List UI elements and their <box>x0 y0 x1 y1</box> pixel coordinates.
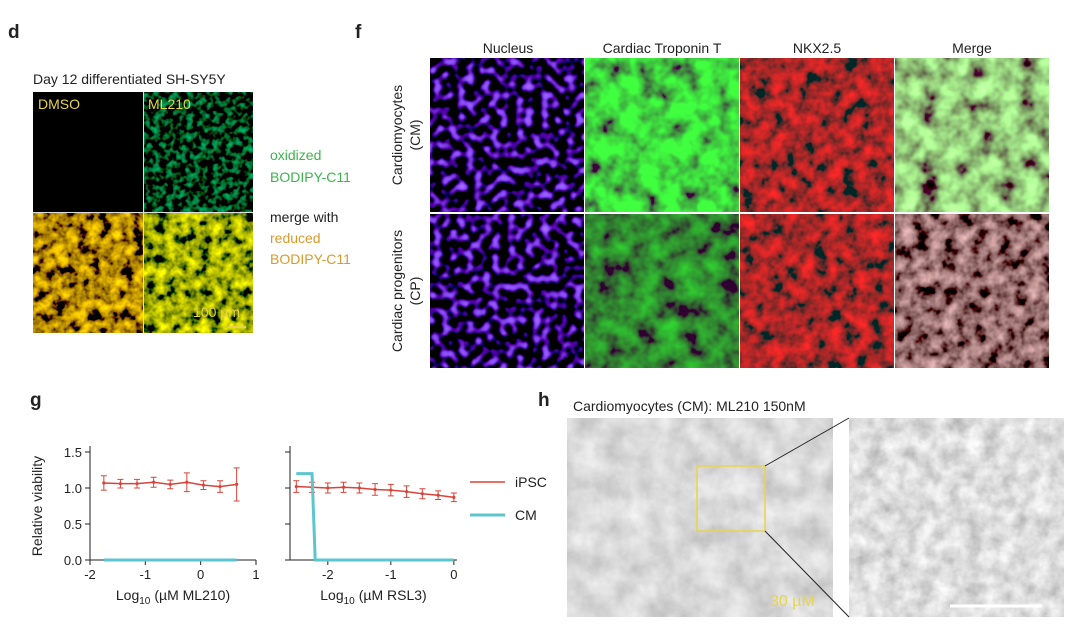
column-label: Nucleus <box>483 40 534 56</box>
panel-label: h <box>538 390 550 411</box>
image <box>740 58 894 212</box>
point <box>373 487 377 492</box>
row-label: Cardiac progenitors <box>389 230 405 352</box>
point <box>294 484 298 489</box>
y-tick-label: 1.5 <box>64 445 82 460</box>
image <box>144 213 253 333</box>
column-label: ML210 <box>148 96 191 112</box>
zoom-box <box>696 465 766 532</box>
x-tick-label: -2 <box>84 567 96 582</box>
point <box>102 481 106 485</box>
point <box>389 488 393 492</box>
point <box>235 482 239 486</box>
side-label: BODIPY-C11 <box>270 251 351 267</box>
column-label: Merge <box>952 40 992 56</box>
image <box>430 58 584 212</box>
x-tick-label: -1 <box>140 567 152 582</box>
point <box>404 490 409 494</box>
panel-title: Day 12 differentiated SH-SY5Y <box>33 71 226 87</box>
panel-label: g <box>30 390 42 411</box>
point <box>118 482 123 486</box>
image <box>567 418 833 617</box>
row-label: Cardiomyocytes <box>389 85 405 185</box>
x-axis-label-sub: 10 <box>344 596 356 607</box>
y-tick-label: 0.5 <box>64 517 82 532</box>
zoom-line <box>764 530 850 618</box>
column-label: Cardiac Troponin T <box>603 40 722 56</box>
point <box>201 483 206 487</box>
image <box>849 418 1064 617</box>
panel-label: d <box>8 22 20 43</box>
point <box>168 482 172 486</box>
x-tick-label: 0 <box>197 567 204 582</box>
image <box>430 214 584 368</box>
x-axis-label-part: (µM RSL3) <box>359 587 427 603</box>
side-label: BODIPY-C11 <box>270 169 351 185</box>
x-tick-label: -2 <box>322 567 334 582</box>
point <box>452 495 456 499</box>
point <box>420 492 424 496</box>
point <box>218 484 222 489</box>
image <box>144 92 253 212</box>
side-label: oxidized <box>270 147 321 163</box>
panel-label: f <box>355 22 362 43</box>
legend-label: iPSC <box>515 474 547 490</box>
row-label: (CP) <box>407 277 423 306</box>
column-label: NKX2.5 <box>793 40 841 56</box>
point <box>341 485 346 489</box>
series-line <box>296 472 454 562</box>
image <box>33 92 143 212</box>
x-axis-label-sub: 10 <box>139 596 151 607</box>
legend-label: CM <box>515 507 537 523</box>
image <box>33 213 143 333</box>
x-axis-label: Log10 (µM ML210) <box>116 587 230 607</box>
scale-label: 30 µM <box>770 593 815 610</box>
row-label: (CM) <box>407 119 423 150</box>
image <box>895 58 1049 212</box>
x-axis-label-part: Log <box>116 587 139 603</box>
image <box>895 214 1049 368</box>
x-tick-label: -1 <box>385 567 397 582</box>
x-tick-label: 1 <box>252 567 259 582</box>
point <box>357 486 361 490</box>
point <box>135 482 139 486</box>
side-label: merge with <box>270 209 338 225</box>
x-axis-label-part: (µM ML210) <box>154 587 230 603</box>
y-tick-label: 0.0 <box>64 553 82 568</box>
image <box>585 58 739 212</box>
y-tick-label: 1.0 <box>64 481 82 496</box>
panel-title: Cardiomyocytes (CM): ML210 150nM <box>573 398 806 414</box>
column-label: DMSO <box>38 96 80 112</box>
point <box>436 493 440 497</box>
point <box>185 480 189 484</box>
point <box>152 480 156 484</box>
x-tick-label: 0 <box>450 567 457 582</box>
x-axis-label: Log10 (µM RSL3) <box>320 587 426 607</box>
x-axis-label-part: Log <box>320 587 343 603</box>
image <box>585 214 739 368</box>
side-label: reduced <box>270 230 321 246</box>
y-axis-label: Relative viability <box>29 456 45 556</box>
image <box>740 214 894 368</box>
point <box>326 486 330 490</box>
scale-label: 100 µm <box>193 304 240 320</box>
zoom-line <box>764 417 850 467</box>
